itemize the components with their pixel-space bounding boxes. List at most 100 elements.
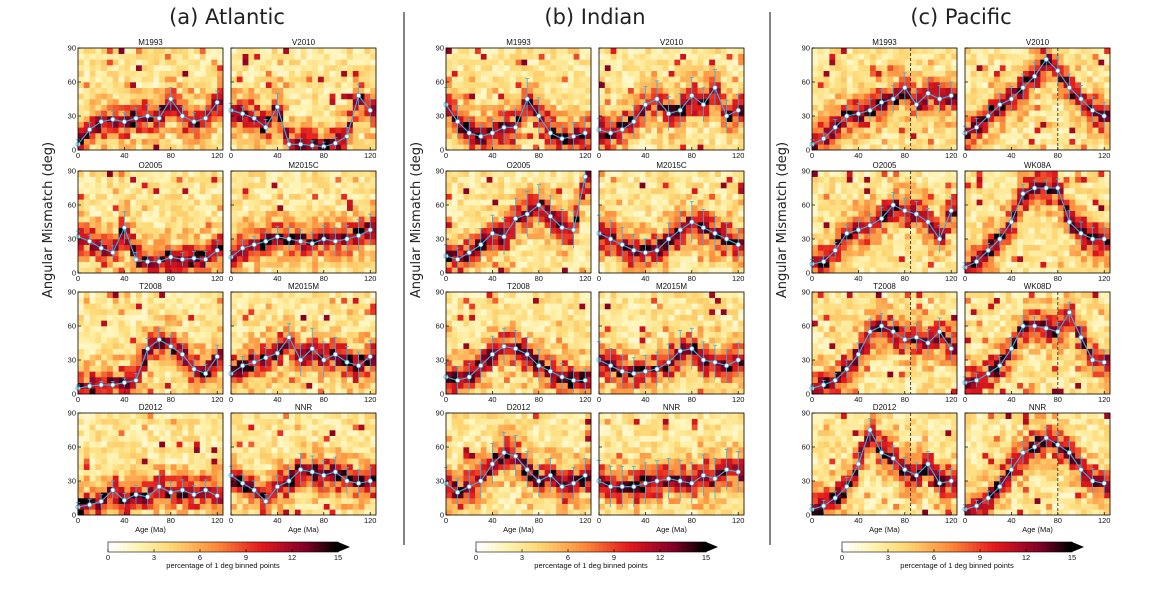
heatmap-cell [585,110,592,117]
heatmap-cell [254,244,261,251]
heatmap-cell [680,99,687,105]
heatmap-cell [248,48,255,54]
heatmap-cell [277,309,284,315]
heatmap-cell [159,360,166,366]
heatmap-cell [651,65,658,71]
y-tick-label: 30 [68,356,76,365]
heatmap-cell [153,87,160,94]
heatmap-cell [323,292,330,298]
heatmap-cell [130,65,137,71]
heatmap-cell [567,48,574,54]
heatmap-cell [182,138,189,145]
heatmap-cell [107,82,114,88]
heatmap-cell [289,424,296,431]
mean-point [356,363,362,369]
heatmap-cell [300,447,307,453]
heatmap-cell [78,110,85,117]
heatmap-cell [124,492,131,499]
heatmap-cell [283,182,290,189]
heatmap-cell [300,222,307,228]
heatmap-cell [107,424,114,431]
heatmap-cell [118,360,125,366]
heatmap-cell [205,509,212,516]
heatmap-cell [112,210,119,217]
heatmap-cell [194,430,201,436]
heatmap-cell [153,182,160,189]
heatmap-cell [265,354,272,361]
mean-point [110,116,116,122]
heatmap-cell [141,337,148,344]
heatmap-cell [107,360,114,366]
heatmap-cell [176,458,183,465]
heatmap-cell [170,292,177,298]
colorbar-segment [261,542,266,552]
heatmap-cell [165,261,172,268]
heatmap-cell [107,244,114,251]
heatmap-cell [170,250,177,257]
heatmap-cell [277,171,284,177]
heatmap-cell [165,452,172,459]
subplot-title: M1993 [506,38,531,47]
heatmap-cell [668,144,675,151]
heatmap-cell [153,104,160,111]
heatmap-cell [124,193,131,200]
heatmap-cell [153,320,160,327]
heatmap-cell [265,458,272,465]
heatmap-cell [83,486,90,493]
heatmap-cell [628,121,635,128]
heatmap-cell [217,205,224,211]
heatmap-cell [182,193,189,200]
heatmap-cell [294,244,301,251]
heatmap-cell [370,99,377,105]
heatmap-cell [231,116,238,122]
heatmap-cell [165,382,172,389]
heatmap-cell [616,93,623,100]
heatmap-cell [573,93,580,100]
heatmap-cell [95,331,102,338]
heatmap-cell [248,133,255,139]
heatmap-cell [182,388,189,395]
heatmap-cell [141,70,148,77]
heatmap-cell [312,244,319,251]
heatmap-cell [83,70,90,77]
heatmap-cell [562,144,569,151]
heatmap-cell [550,133,557,139]
heatmap-cell [358,93,365,100]
heatmap-cell [300,424,307,431]
heatmap-cell [645,138,652,145]
heatmap-cell [124,348,131,355]
heatmap-cell [242,267,249,274]
heatmap-cell [352,93,359,100]
heatmap-cell [691,116,698,122]
heatmap-cell [205,371,212,378]
heatmap-cell [294,216,301,223]
heatmap-cell [318,441,325,448]
heatmap-cell [153,292,160,298]
heatmap-cell [358,256,365,262]
heatmap-cell [248,250,255,257]
heatmap-cell [358,233,365,240]
heatmap-cell [329,239,336,245]
heatmap-cell [335,413,342,419]
heatmap-cell [335,418,342,425]
heatmap-cell [188,413,195,419]
heatmap-cell [544,59,551,66]
heatmap-cell [265,244,272,251]
heatmap-cell [527,138,534,145]
heatmap-cell [562,133,569,139]
heatmap-cell [205,382,212,389]
heatmap-cell [147,199,154,206]
heatmap-cell [294,418,301,425]
heatmap-cell [352,59,359,66]
heatmap-cell [199,418,206,425]
heatmap-cell [248,176,255,183]
heatmap-cell [318,452,325,459]
heatmap-cell [205,239,212,245]
heatmap-cell [300,371,307,378]
heatmap-cell [136,233,143,240]
x-tick-label: 0 [76,395,80,404]
heatmap-cell [573,138,580,145]
heatmap-cell [567,116,574,122]
heatmap-cell [188,193,195,200]
